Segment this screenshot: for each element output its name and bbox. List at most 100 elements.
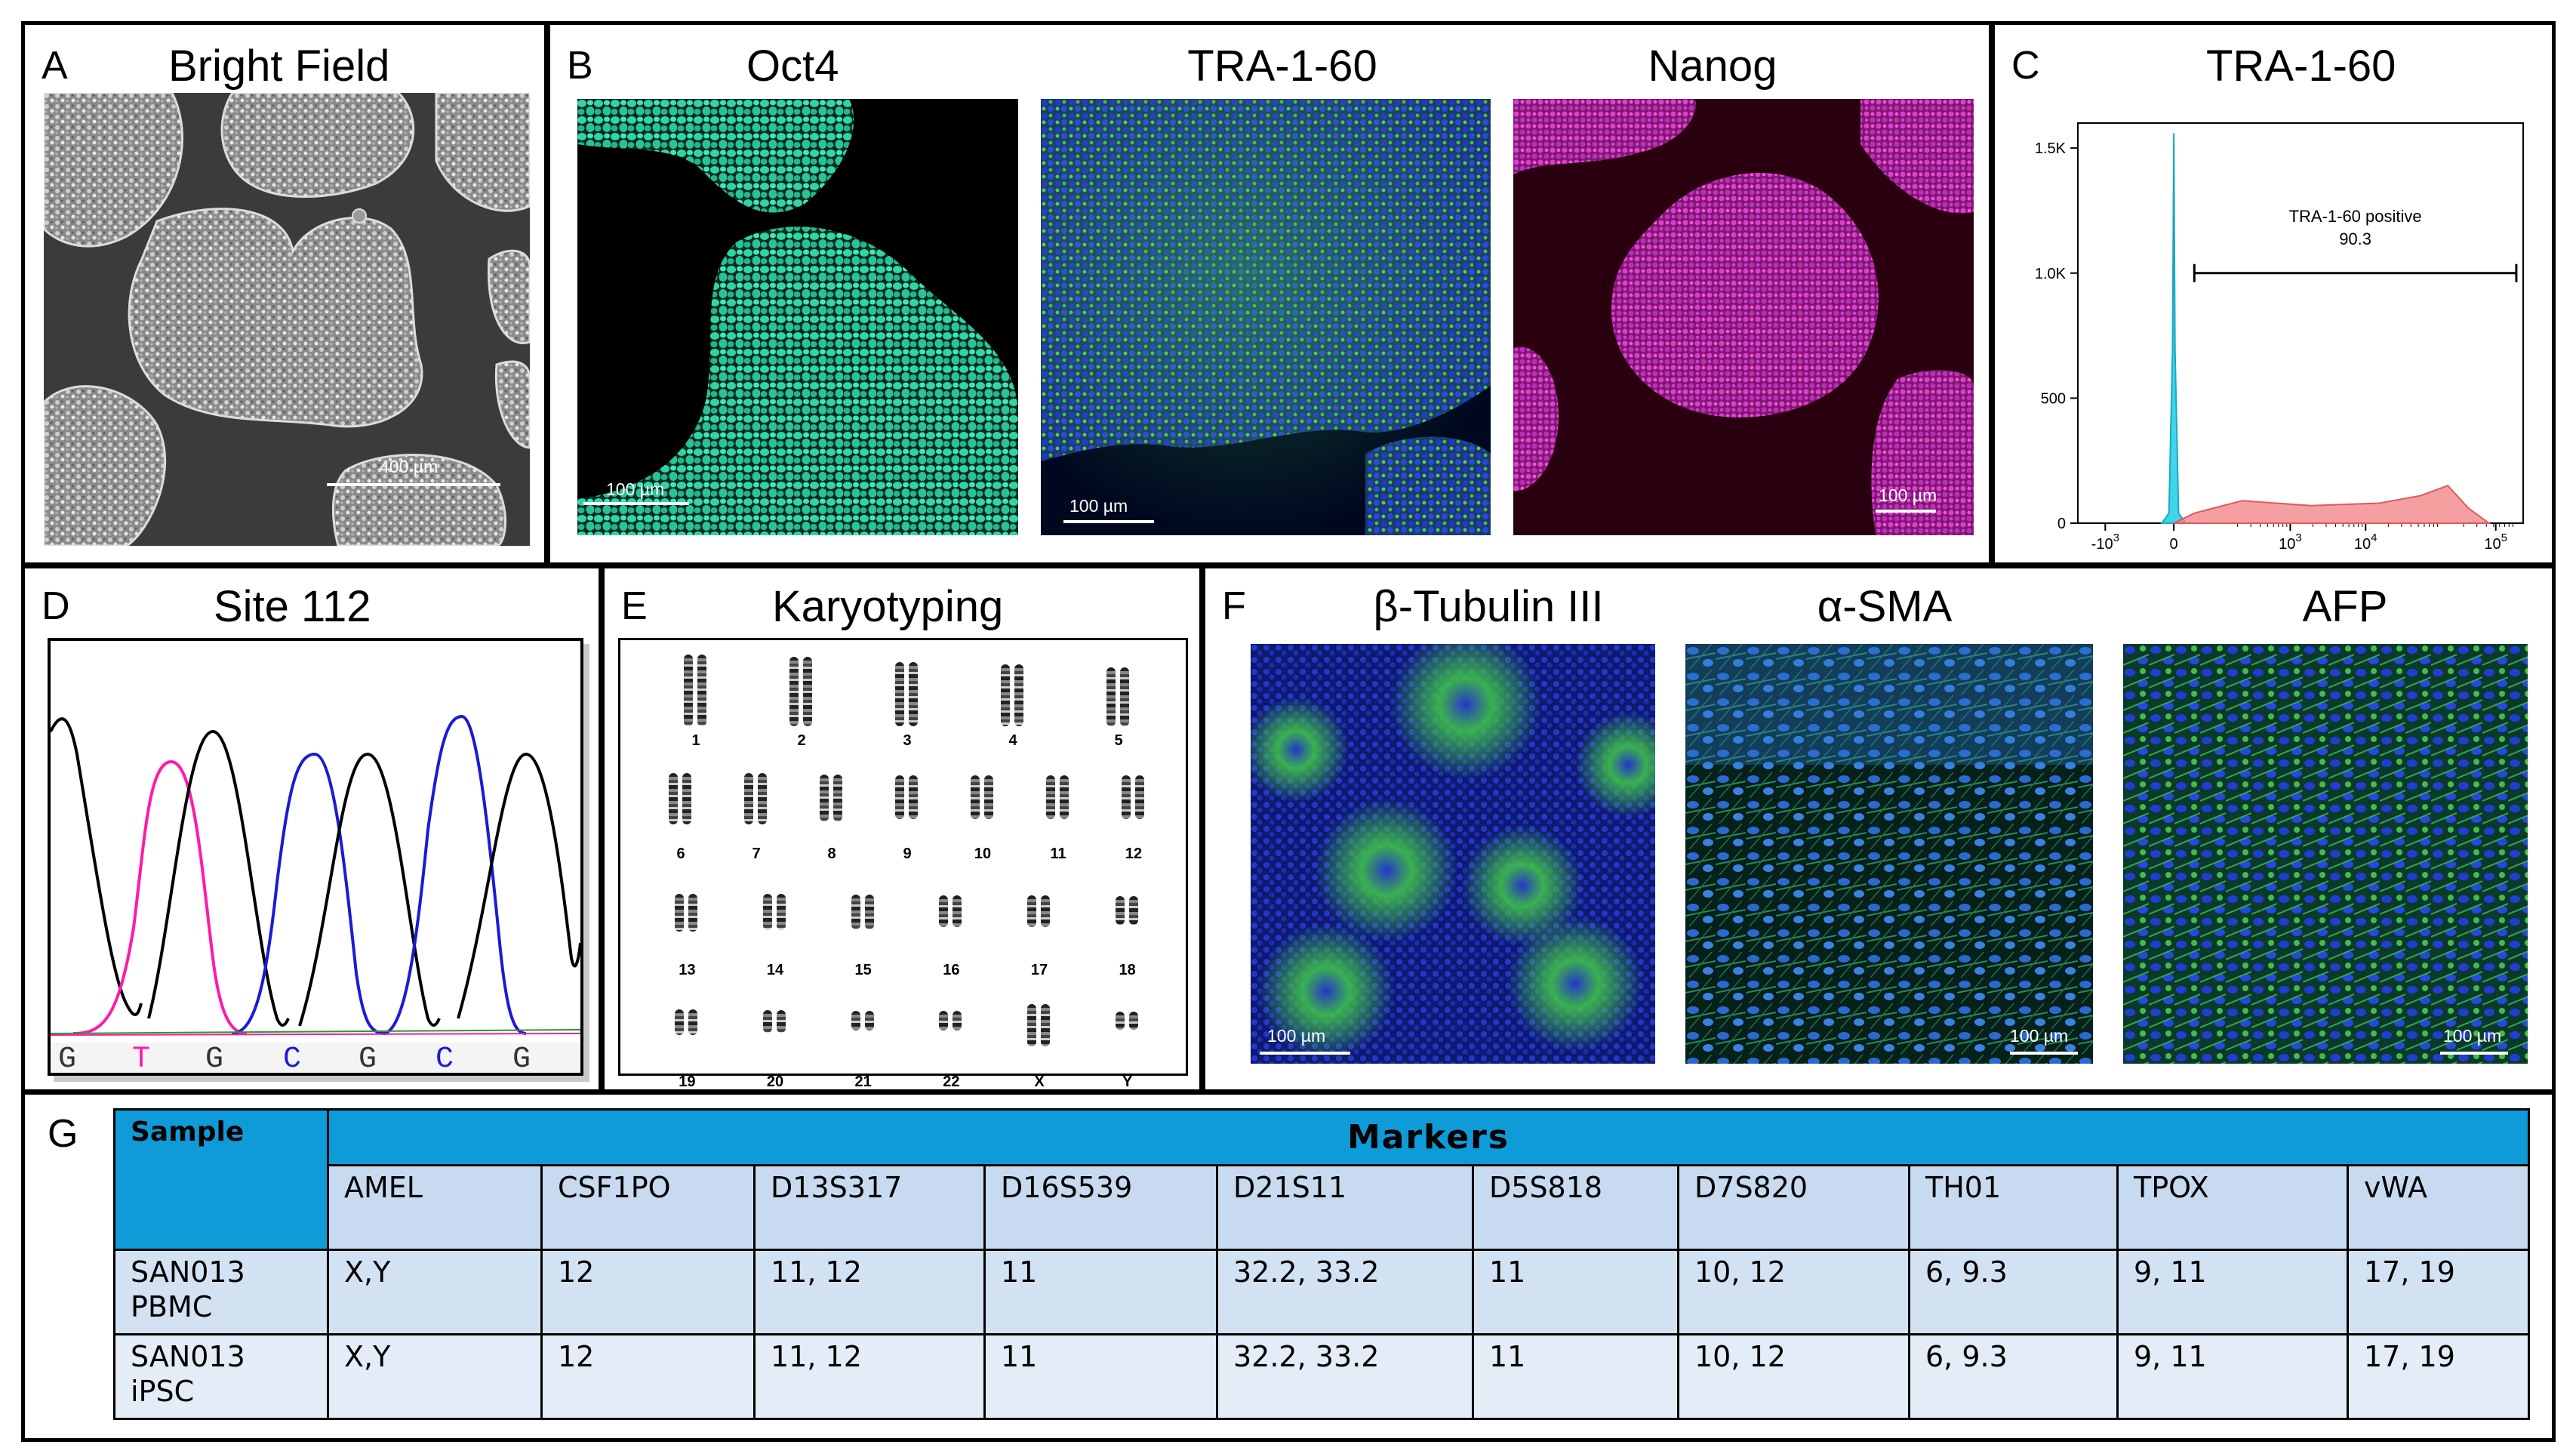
marker-value-cell: 6, 9.3: [1908, 1249, 2119, 1335]
chromosome: [939, 895, 949, 928]
chromosome: [1106, 667, 1116, 726]
chromosome-pair: [891, 662, 924, 726]
panel-letter: B: [567, 44, 593, 88]
histogram-series: [2160, 133, 2187, 524]
marker-column-header: D5S818: [1472, 1164, 1679, 1251]
chromosome: [789, 657, 799, 726]
chromosome-label: 20: [766, 1074, 784, 1090]
chromosome-label: 22: [943, 1074, 960, 1090]
scale-label: 100 µm: [2010, 1026, 2069, 1046]
marker-value-cell: 11: [1472, 1249, 1679, 1335]
panel-letter: E: [621, 584, 648, 628]
chromosome: [675, 1009, 685, 1035]
chromosome-label: 12: [1125, 846, 1143, 862]
chromosome-label: 18: [1119, 962, 1136, 978]
sample-cell: SAN013 iPSC: [113, 1333, 329, 1420]
chromosome: [984, 775, 993, 820]
base-calls: G T G C G C G: [51, 1043, 580, 1073]
panel-title-nanog: Nanog: [1648, 42, 1777, 91]
x-tick-label: -103: [2091, 531, 2119, 553]
chromosome-label: 2: [797, 732, 806, 749]
chromosome: [697, 655, 706, 726]
scale-bar: [2010, 1052, 2078, 1055]
marker-value-cell: 32.2, 33.2: [1216, 1333, 1474, 1420]
chromosome: [763, 894, 772, 931]
marker-column-header: CSF1PO: [540, 1164, 756, 1251]
nanog-image: 100 µm: [1513, 99, 1974, 535]
base-call: G: [205, 1043, 224, 1076]
panel-letter: D: [42, 584, 70, 628]
chromosome: [682, 773, 691, 825]
scale-bar: [2440, 1052, 2508, 1055]
base-call: G: [359, 1043, 377, 1076]
tra-1-60-image: 100 µm: [1041, 99, 1491, 535]
chromosome: [1122, 775, 1131, 820]
chromosome-label: 19: [679, 1074, 696, 1090]
chromosome-pair: [847, 895, 880, 929]
chromosome: [851, 895, 860, 929]
marker-value-cell: 12: [540, 1333, 756, 1420]
chromosome-pair: [1023, 895, 1056, 928]
marker-value-cell: 10, 12: [1677, 1333, 1910, 1420]
marker-value-cell: 10, 12: [1677, 1249, 1910, 1335]
marker-column-header: vWA: [2347, 1164, 2530, 1251]
chromosome: [763, 1009, 772, 1033]
panel-title: TRA-1-60: [2206, 42, 2396, 91]
chromosome: [953, 895, 962, 928]
chromosome-pair: [847, 1011, 880, 1030]
panel-letter: C: [2011, 44, 2040, 88]
chromosome: [820, 775, 829, 822]
chromosome-pair: [1117, 775, 1150, 820]
chromosome-pair: [966, 775, 999, 820]
scale-label: 100 µm: [606, 479, 665, 499]
base-call: T: [132, 1043, 151, 1076]
x-tick-label: 105: [2484, 531, 2507, 553]
chromosome: [1135, 775, 1144, 820]
panel-title-alpha-sma: α-SMA: [1817, 582, 1953, 631]
panel-f: F β-Tubulin III α-SMA AFP: [1202, 565, 2556, 1093]
marker-column-header: D16S539: [983, 1164, 1218, 1251]
chromosome-label: 9: [903, 846, 912, 862]
chromosome-pair: [670, 1009, 703, 1035]
chromosome: [895, 775, 904, 820]
chromosome: [777, 894, 786, 931]
marker-column-header: D21S11: [1216, 1164, 1474, 1251]
scale-bar: [1063, 520, 1154, 523]
marker-column-header: TH01: [1908, 1164, 2119, 1251]
chromosome: [675, 893, 685, 932]
chromosome-pair: [785, 657, 818, 726]
chromosome: [1027, 1004, 1036, 1046]
chromosome: [1027, 895, 1036, 928]
chromosome: [777, 1009, 786, 1033]
panel-c: C TRA-1-60 1.5K 1.0K 500 0 -103 0 103 104 105 TRA…: [1991, 21, 2556, 566]
marker-column-header: AMEL: [327, 1164, 543, 1251]
panel-title-oct4: Oct4: [746, 42, 839, 91]
chromosome-label: 1: [691, 732, 700, 749]
panel-title-beta-tubulin: β-Tubulin III: [1373, 582, 1604, 631]
base-call: G: [58, 1043, 77, 1076]
chromosome-label: 21: [854, 1074, 872, 1090]
chromosome-pair: [1111, 896, 1144, 926]
chromosome: [1115, 896, 1125, 926]
chromosome-label: 14: [766, 962, 784, 978]
marker-value-cell: 32.2, 33.2: [1216, 1249, 1474, 1335]
chromosome-label: 8: [827, 846, 836, 862]
chromosome: [864, 895, 874, 929]
chromosome: [1001, 664, 1010, 726]
panel-title-afp: AFP: [2302, 582, 2388, 631]
marker-value-cell: 11, 12: [753, 1249, 986, 1335]
chromosome: [1128, 896, 1138, 926]
marker-value-cell: 17, 19: [2347, 1249, 2530, 1335]
sample-cell: SAN013 PBMC: [113, 1249, 329, 1335]
marker-value-cell: 9, 11: [2116, 1333, 2349, 1420]
chromosome: [864, 1011, 874, 1030]
chromosome-pair: [1102, 667, 1135, 726]
chromosome-pair: [759, 894, 792, 931]
chromosome-pair: [1023, 1004, 1056, 1046]
marker-value-cell: 11: [983, 1249, 1218, 1335]
gate-label: TRA-1-60 positive: [2289, 207, 2422, 226]
scale-bar: [1876, 510, 1936, 513]
chromosome: [1120, 667, 1129, 726]
chromosome-label: 7: [752, 846, 761, 862]
marker-value-cell: X,Y: [327, 1249, 543, 1335]
